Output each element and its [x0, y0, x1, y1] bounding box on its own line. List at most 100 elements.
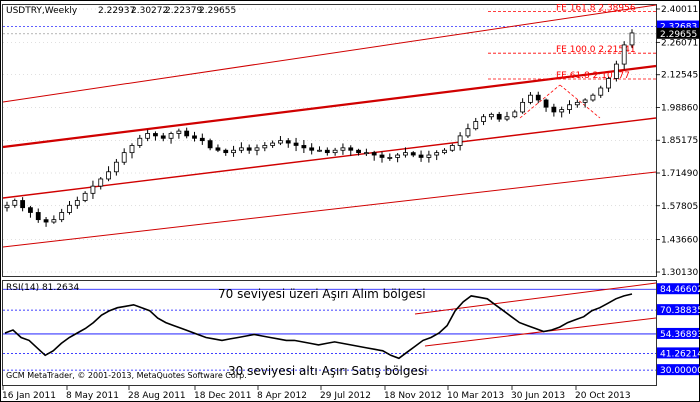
time-tick-label: 16 Jan 2011 — [2, 391, 56, 401]
time-tick-label: 20 Oct 2013 — [575, 391, 631, 401]
channel-upper-outer-line[interactable] — [2, 4, 657, 103]
candle-body — [410, 152, 416, 156]
candle-body — [473, 121, 479, 130]
candle-body — [145, 133, 151, 139]
price-tick-label: 2.40011 — [661, 5, 698, 15]
candle-body — [590, 94, 596, 101]
rsi-pane[interactable] — [2, 280, 657, 386]
price-tick-label: 1.30130 — [661, 268, 698, 278]
candle-body — [67, 204, 72, 213]
candle-body — [90, 185, 96, 194]
candle-body — [113, 161, 119, 173]
candle-body — [340, 147, 346, 151]
candle-body — [12, 200, 18, 206]
candle-body — [512, 111, 518, 118]
candle-body — [176, 130, 182, 134]
time-axis[interactable]: 16 Jan 2011 8 May 2011 28 Aug 2011 18 Dec 2… — [2, 386, 631, 401]
candle-body — [51, 219, 57, 223]
candle-body — [403, 152, 408, 156]
fib-level-value: 2.10777 — [593, 71, 630, 81]
rsi-level-label: 41.26214 — [660, 349, 700, 359]
candle-body — [278, 140, 283, 144]
candle-body — [559, 109, 565, 113]
rsi-level-box — [657, 347, 699, 359]
candle-body — [442, 149, 447, 154]
candle-body — [426, 154, 432, 158]
ohlc-close: 2.29655 — [199, 6, 236, 16]
candle-body — [59, 212, 65, 221]
time-tick-label: 29 Jul 2012 — [320, 391, 371, 401]
candle-body — [543, 99, 549, 108]
candle-body — [246, 147, 252, 151]
channel-middle-line[interactable] — [2, 117, 657, 199]
price-tick-label: 1.71490 — [661, 169, 698, 179]
price-marker-label: 2.29655 — [660, 30, 697, 40]
candle-body — [82, 192, 88, 201]
candle-body — [567, 104, 572, 110]
candle-body — [184, 130, 190, 137]
rsi-level-box — [657, 304, 699, 316]
candle-body — [215, 147, 221, 151]
candle-body — [606, 78, 611, 89]
candle-body — [379, 154, 385, 158]
candle-body — [285, 140, 291, 144]
channel-lower-line[interactable] — [2, 171, 657, 248]
candle-body — [293, 142, 299, 146]
candle-body — [387, 157, 393, 159]
time-tick-label: 10 Mar 2013 — [447, 391, 504, 401]
fib-level-label: FE 161.8 2.38956 — [556, 4, 636, 14]
candle-body — [317, 149, 322, 152]
candle-body — [270, 142, 276, 146]
rsi-level-box — [657, 364, 699, 376]
fib-anchor-line[interactable] — [559, 84, 601, 119]
candle-body — [332, 149, 338, 154]
candle-body — [457, 135, 463, 146]
candle-body — [98, 178, 104, 187]
copyright-text: GCM MetaTrader, © 2001-2013, MetaQuotes … — [6, 371, 247, 380]
regression-channel[interactable] — [2, 4, 657, 248]
candle-body — [465, 128, 471, 137]
rsi-axis[interactable]: 84.46602 70.38835 54.36893 41.26214 30.00000 — [657, 283, 700, 376]
ohlc-open: 2.22937 — [98, 6, 135, 16]
fib-level-label: FE 100.0 2.21541 — [556, 45, 636, 55]
channel-upper-line[interactable] — [2, 64, 657, 149]
candle-body — [74, 200, 80, 206]
candle-body — [535, 94, 541, 101]
time-tick-label: 30 Jun 2013 — [511, 391, 565, 401]
candle-body — [43, 219, 49, 223]
rsi-upper-trendline[interactable] — [414, 282, 657, 315]
candle-body — [129, 145, 135, 154]
candle-body — [168, 133, 174, 139]
candle-body — [35, 212, 41, 221]
candle-body — [434, 152, 440, 156]
candle-body — [160, 135, 166, 139]
fib-level-value: 2.38956 — [598, 4, 635, 14]
candle-body — [395, 154, 401, 158]
fib-anchor-line[interactable] — [519, 84, 561, 119]
rsi-level-label: 70.38835 — [660, 306, 700, 316]
price-marker-box — [657, 27, 699, 39]
price-axis[interactable]: 2.40011 2.26071 2.12545 1.98860 1.85175 1.714… — [656, 5, 699, 278]
candle-body — [238, 147, 244, 151]
price-tick-label: 1.43660 — [661, 236, 698, 246]
fibonacci-expansion[interactable]: FE 161.8 2.38956 FE 100.0 2.21541 FE 61.8 … — [488, 4, 656, 119]
candle-body — [488, 113, 494, 118]
rsi-title: RSI(14) 81.2634 — [6, 283, 79, 293]
candle-body — [199, 137, 205, 142]
time-tick-label: 18 Dec 2011 — [194, 391, 252, 401]
candle-body — [613, 63, 619, 79]
rsi-trend-channel[interactable] — [414, 282, 657, 347]
candle-body — [348, 147, 354, 151]
candle-body — [520, 101, 526, 113]
candle-body — [207, 140, 213, 149]
candle-body — [309, 147, 315, 151]
rsi-lower-trendline[interactable] — [424, 317, 657, 347]
fib-level-value: 2.21541 — [598, 45, 635, 55]
candle-body — [449, 145, 455, 151]
time-tick-label: 18 Nov 2012 — [384, 391, 442, 401]
candle-body — [137, 137, 143, 146]
ohlc-high: 2.30272 — [131, 6, 168, 16]
time-tick-label: 8 May 2011 — [66, 391, 119, 401]
